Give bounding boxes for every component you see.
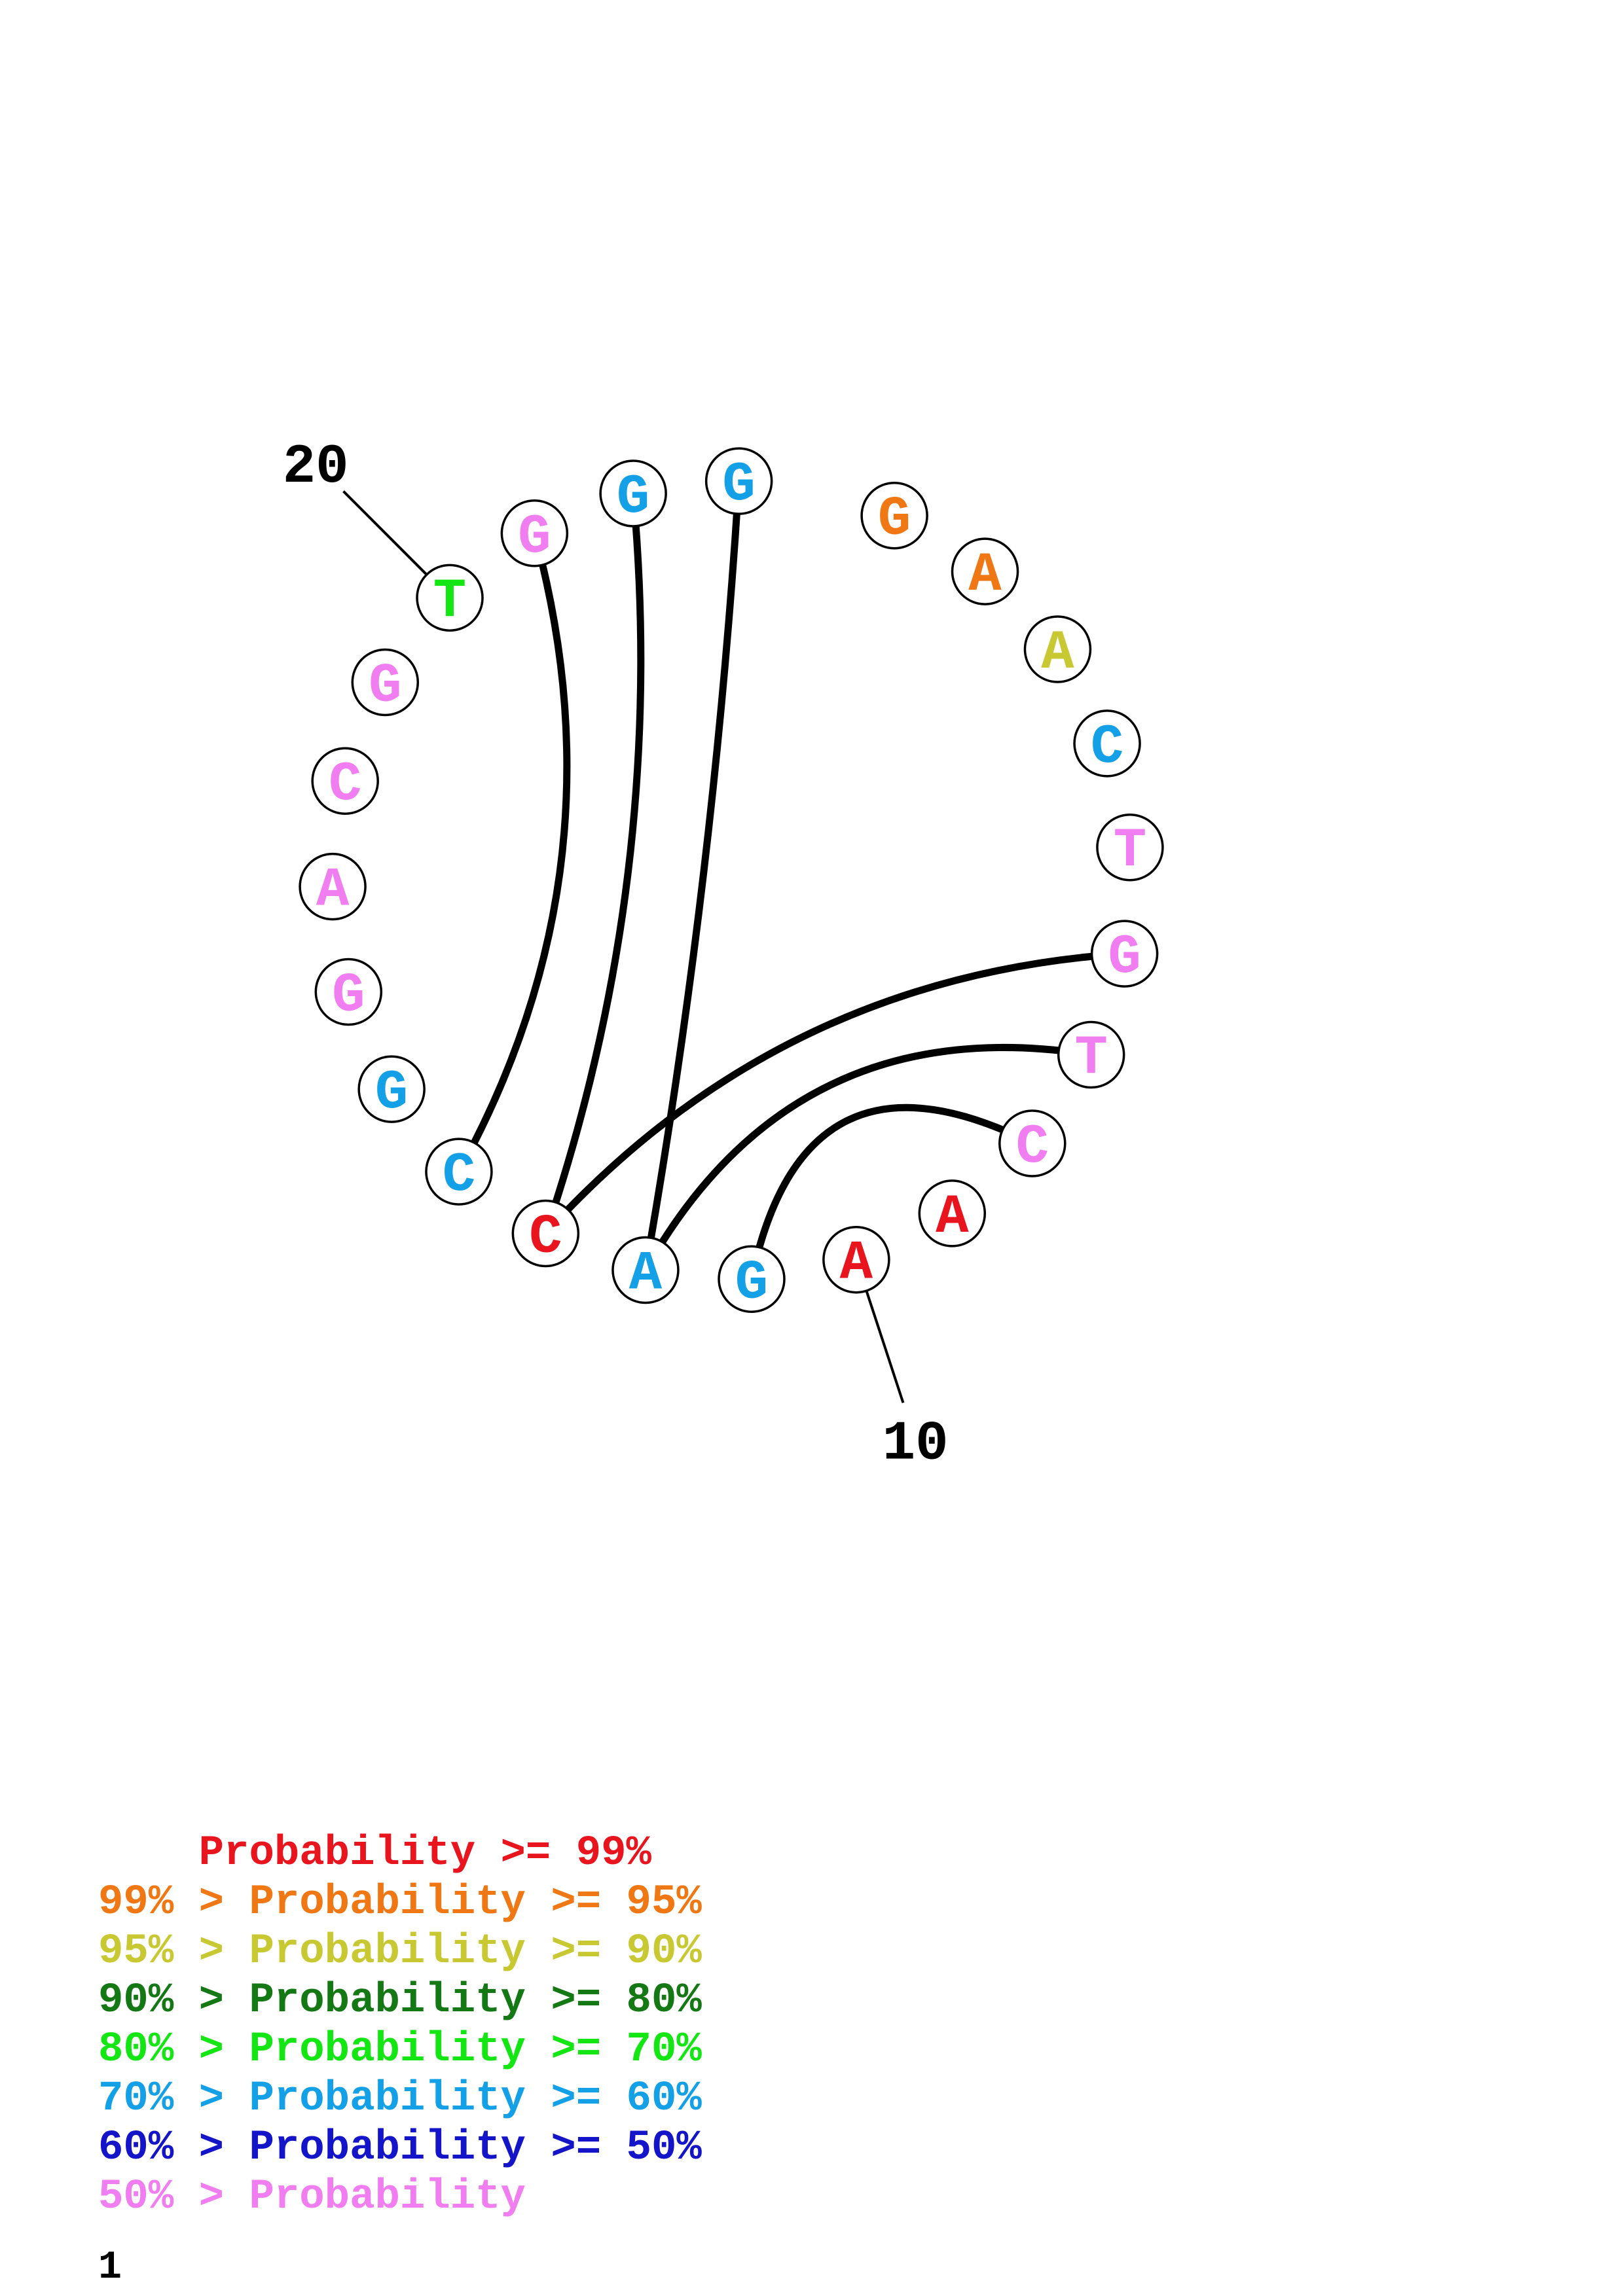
base-letter-12: A [629,1244,663,1306]
base-2: A [951,537,1019,607]
legend-line-4: 90% > Probability >= 80% [98,1977,702,2024]
position-label-10: 10 [883,1413,949,1475]
base-10: A [822,1225,890,1295]
pair-line-7-12 [642,1044,1095,1274]
base-letter-8: C [1016,1117,1049,1179]
legend-line-5: 80% > Probability >= 70% [98,2026,702,2073]
base-letter-2: A [968,545,1002,607]
base-23: G [704,447,773,516]
pair-line-13-22 [541,490,645,1237]
base-letter-13: C [529,1207,562,1269]
base-1: G [860,481,928,551]
base-letter-3: A [1041,622,1074,685]
base-4: C [1073,709,1141,779]
base-letter-17: A [316,860,350,922]
base-letter-9: A [936,1187,969,1249]
pair-line-6-13 [541,950,1129,1237]
base-letter-23: G [722,454,755,516]
legend-line-3: 95% > Probability >= 90% [98,1928,702,1975]
pair-line-12-23 [642,477,743,1274]
base-6: G [1090,920,1159,989]
base-21: G [500,499,569,569]
base-letter-4: C [1091,717,1123,779]
base-20: T [416,564,484,633]
base-5: T [1096,813,1164,883]
base-15: G [357,1055,426,1124]
base-letter-16: G [332,965,365,1027]
base-letter-14: C [443,1145,475,1207]
base-letter-11: G [735,1252,768,1314]
legend-line-6: 70% > Probability >= 60% [98,2075,702,2123]
base-11: G [718,1245,786,1314]
base-letter-22: G [617,467,649,529]
pair-line-8-11 [748,1103,1036,1283]
legend-line-8: 50% > Probability [98,2174,526,2221]
base-3: A [1023,615,1092,685]
base-22: G [599,459,667,529]
probability-legend: Probability >= 99%99% > Probability >= 9… [98,1830,702,2221]
base-18: C [311,747,379,816]
base-17: A [299,852,367,922]
base-letter-7: T [1074,1028,1107,1090]
legend-line-2: 99% > Probability >= 95% [98,1879,702,1926]
base-letter-1: G [878,489,911,551]
base-9: A [918,1179,987,1249]
base-letter-19: G [369,656,401,718]
page-number: 1 [98,2246,122,2290]
base-letter-15: G [375,1062,408,1124]
base-pair-lines [455,477,1129,1283]
base-letter-6: G [1108,927,1140,989]
base-16: G [314,958,383,1027]
base-letter-5: T [1114,821,1146,883]
base-7: T [1057,1020,1125,1090]
pair-line-14-21 [455,529,571,1175]
position-label-20: 20 [283,437,349,499]
base-12: A [611,1236,680,1306]
tick-line-20 [342,490,428,576]
base-letter-20: T [433,571,466,633]
base-letter-10: A [840,1233,873,1295]
position-ticks: 10 20 [283,437,949,1475]
base-8: C [998,1109,1067,1179]
legend-line-7: 60% > Probability >= 50% [98,2125,702,2172]
base-14: C [425,1138,493,1207]
base-letter-18: C [329,754,361,816]
base-letter-21: G [518,507,551,569]
tick-line-10 [865,1290,905,1403]
base-19: G [351,648,420,718]
legend-line-1: Probability >= 99% [98,1830,652,1877]
base-13: C [511,1199,580,1269]
